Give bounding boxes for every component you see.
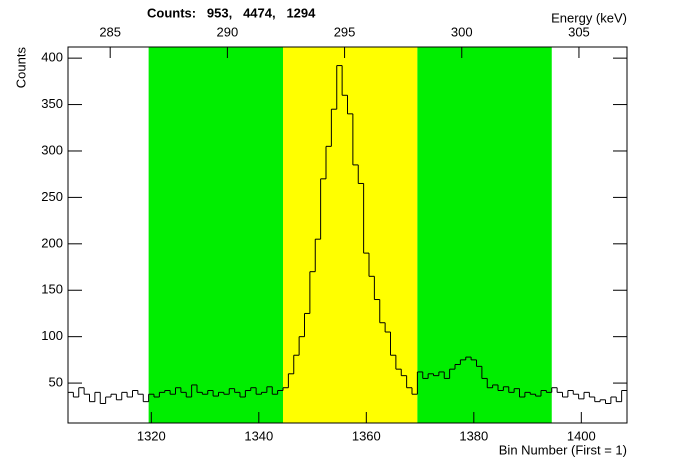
x-tick-label: 1400 xyxy=(567,428,596,443)
x-tick-label: 1360 xyxy=(352,428,381,443)
y-axis-title: Counts xyxy=(13,47,28,89)
y-tick-label: 350 xyxy=(41,96,63,111)
y-tick-label: 300 xyxy=(41,142,63,157)
x-tick-label: 1340 xyxy=(244,428,273,443)
y-tick-label: 50 xyxy=(49,375,63,390)
x-axis-title: Bin Number (First = 1) xyxy=(499,442,627,457)
x2-tick-label: 290 xyxy=(217,24,239,39)
y-tick-label: 250 xyxy=(41,189,63,204)
y-tick-label: 200 xyxy=(41,235,63,250)
y-tick-label: 150 xyxy=(41,282,63,297)
region xyxy=(417,47,552,423)
histogram xyxy=(68,65,627,405)
x2-tick-label: 285 xyxy=(99,24,121,39)
plot-frame xyxy=(67,46,628,424)
x-tick-label: 1380 xyxy=(459,428,488,443)
chart-title: Counts: 953, 4474, 1294 xyxy=(147,5,316,20)
x2-tick-label: 305 xyxy=(568,24,590,39)
x2-tick-label: 295 xyxy=(334,24,356,39)
axes: 50 100 150 200 250 300 350 400 1320 1340 1360 1380 1… xyxy=(41,24,628,443)
region xyxy=(283,47,418,423)
x2-tick-label: 300 xyxy=(451,24,473,39)
x2-axis-title: Energy (keV) xyxy=(551,10,627,25)
y-tick-label: 400 xyxy=(41,50,63,65)
regions xyxy=(148,47,552,423)
region xyxy=(148,47,283,423)
y-tick-label: 100 xyxy=(41,328,63,343)
x-tick-label: 1320 xyxy=(137,428,166,443)
